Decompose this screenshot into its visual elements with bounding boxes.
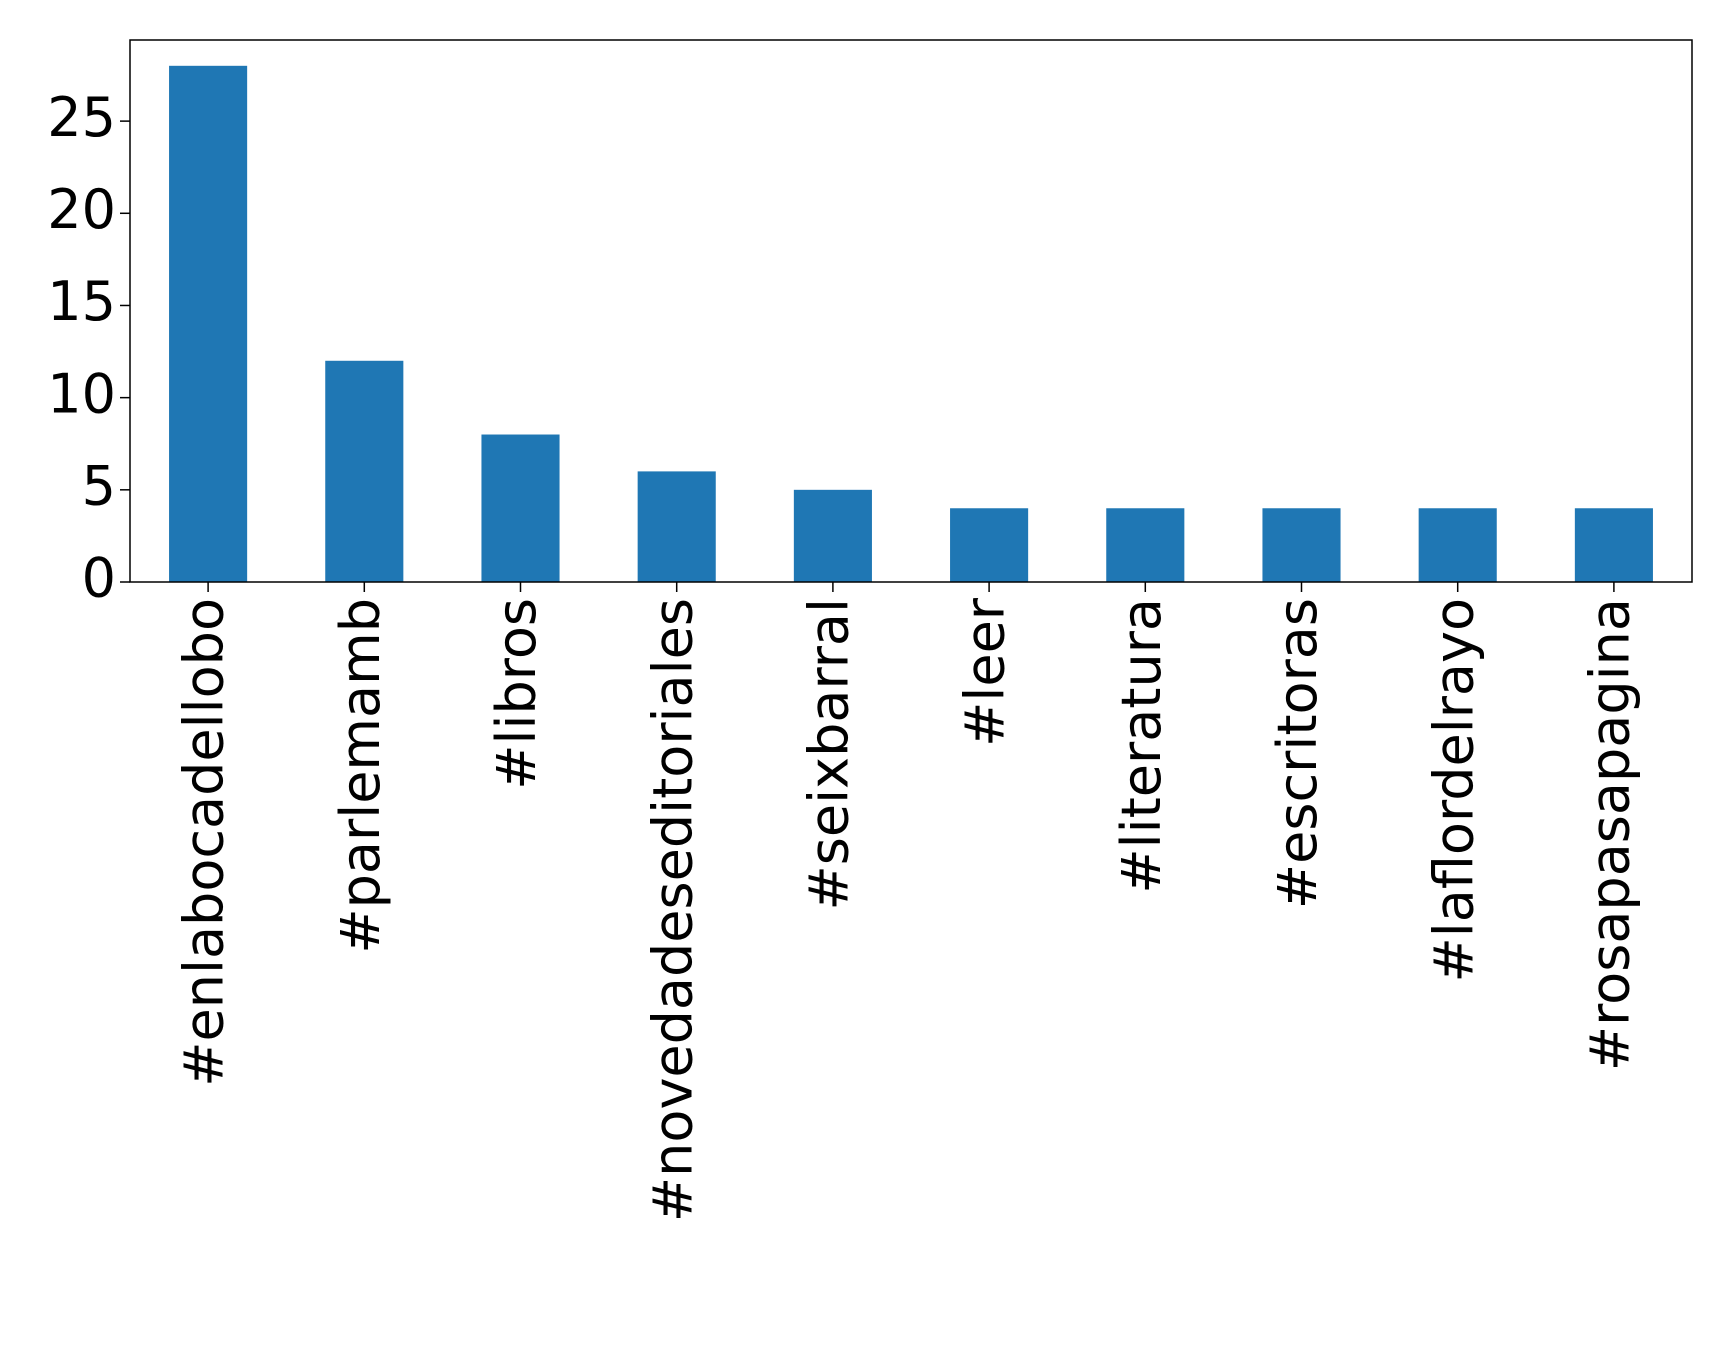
x-tick-label: #rosapasapagina — [1579, 598, 1642, 1071]
x-tick-label: #escritoras — [1266, 598, 1329, 909]
x-tick-label: #seixbarral — [798, 598, 861, 910]
bar — [950, 508, 1029, 582]
bar — [637, 471, 716, 582]
x-tick-label: #laflordelrayo — [1422, 598, 1485, 982]
bar — [169, 65, 248, 583]
plot-frame — [129, 39, 1693, 583]
bar — [1106, 508, 1185, 582]
bar — [481, 434, 560, 582]
x-tick-label: #literatura — [1110, 598, 1173, 894]
bar — [1418, 508, 1497, 582]
x-tick-label: #leer — [954, 597, 1017, 747]
bar — [1574, 508, 1653, 582]
y-tick-label: 15 — [47, 270, 116, 333]
bar — [793, 489, 872, 582]
y-tick-label: 20 — [47, 178, 116, 241]
bar — [1262, 508, 1341, 582]
y-tick-label: 25 — [47, 86, 116, 149]
y-tick-label: 5 — [82, 454, 116, 517]
y-tick-label: 10 — [47, 362, 116, 425]
y-tick-label: 0 — [82, 547, 116, 610]
x-tick-label: #enlabocadellobo — [173, 598, 236, 1087]
bar — [325, 360, 404, 582]
x-tick-label: #novedadeseditoriales — [641, 598, 704, 1222]
x-tick-label: #parlemamb — [329, 598, 392, 954]
x-tick-label: #libros — [485, 598, 548, 790]
